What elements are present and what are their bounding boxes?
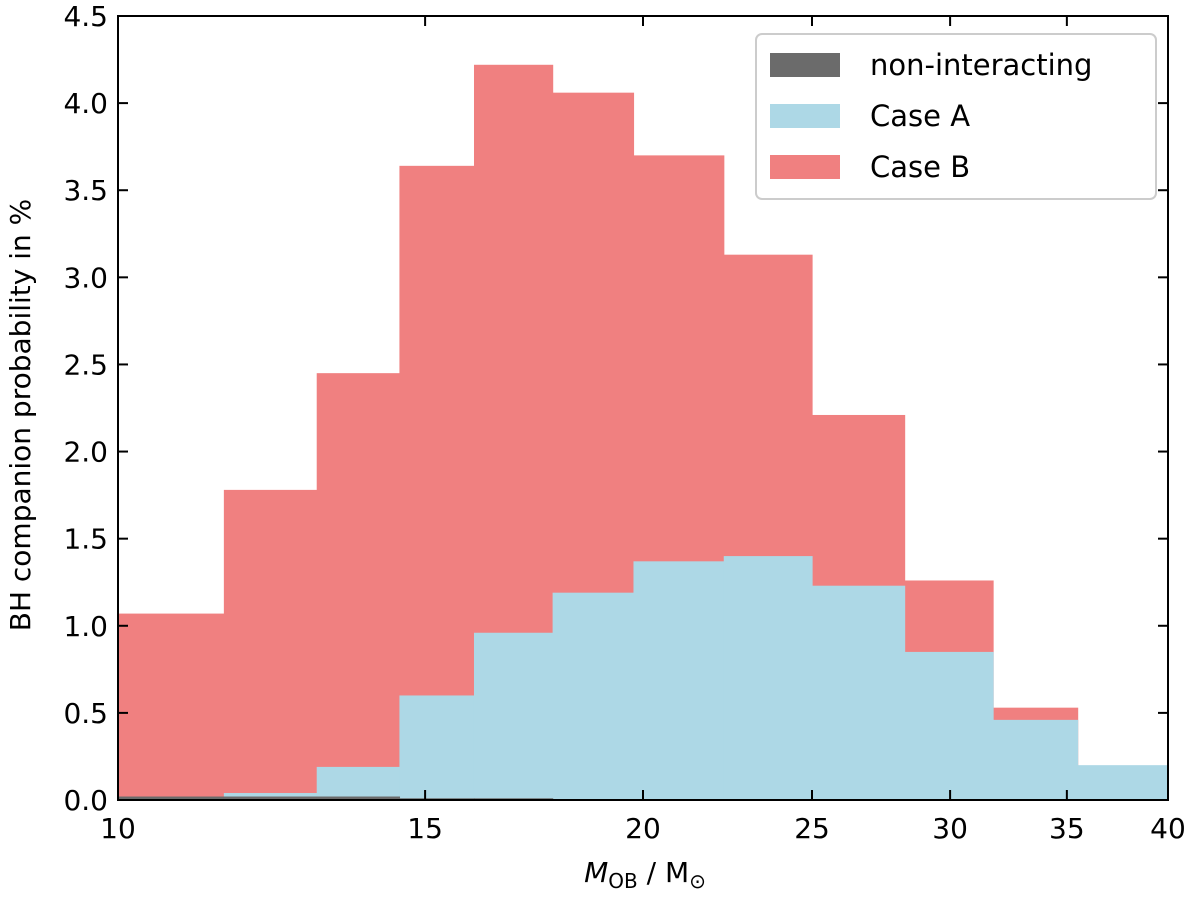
legend-label-case-b: Case B [870, 150, 970, 184]
bar-case-a-4 [399, 695, 475, 800]
x-tick-label: 25 [794, 812, 830, 845]
x-axis-label-unit-subscript: ⊙ [689, 869, 706, 893]
bar-case-a-9 [812, 585, 906, 800]
legend-frame [755, 33, 1157, 200]
y-tick-label: 1.5 [63, 523, 108, 556]
bar-case-b-2 [223, 489, 318, 800]
x-axis-label-subscript: OB [608, 869, 637, 893]
x-axis-label-separator: / M [638, 856, 689, 889]
legend-swatch-non-interacting [770, 53, 840, 77]
x-axis-label: MOB / M⊙ [584, 856, 706, 893]
bar-case-a-12 [1077, 765, 1169, 800]
y-tick-label: 3.5 [63, 174, 108, 207]
bar-case-a-7 [633, 561, 725, 800]
x-tick-label: 35 [1049, 812, 1085, 845]
y-tick-label: 0.5 [63, 697, 108, 730]
bar-case-a-11 [993, 719, 1079, 800]
tick-labels-layer: 0.0 0.5 1.0 1.5 2.0 2.5 3.0 3.5 4.0 4.5 10 15 20 25 30… [63, 0, 1185, 845]
y-tick-label: 4.5 [63, 0, 108, 33]
bar-case-a-5 [473, 632, 554, 800]
legend-label-non-interacting: non-interacting [870, 48, 1092, 82]
y-tick-label: 2.0 [63, 436, 108, 469]
x-tick-label: 15 [407, 812, 443, 845]
bars-layer [118, 64, 1169, 800]
bar-case-a-3 [316, 766, 401, 800]
bar-case-a-10 [904, 651, 994, 800]
legend-label-case-a: Case A [870, 99, 970, 133]
plot-frame [117, 15, 1169, 801]
legend-swatch-case-a [770, 104, 840, 128]
y-tick-label: 1.0 [63, 610, 108, 643]
x-tick-label: 40 [1150, 812, 1186, 845]
y-axis-label: BH companion probability in % [4, 199, 37, 632]
y-tick-label: 2.5 [63, 348, 108, 381]
bar-case-a-6 [552, 592, 635, 800]
bar-case-b-3 [316, 373, 401, 800]
y-tick-label: 4.0 [63, 87, 108, 120]
y-tick-label: 0.0 [63, 784, 108, 817]
x-tick-label: 10 [100, 812, 136, 845]
x-tick-label: 30 [932, 812, 968, 845]
bar-case-b-1 [118, 613, 225, 800]
bar-non-interacting-3 [316, 796, 401, 800]
bar-case-b-4 [399, 165, 475, 800]
bar-non-interacting-1 [118, 796, 225, 800]
x-tick-label: 20 [625, 812, 661, 845]
y-tick-label: 3.0 [63, 261, 108, 294]
legend: non-interacting Case A Case B [755, 33, 1157, 200]
legend-swatch-case-b [770, 155, 840, 179]
x-axis-label-symbol: M [584, 856, 608, 889]
bar-case-a-8 [723, 556, 813, 800]
bar-non-interacting-2 [223, 796, 318, 800]
